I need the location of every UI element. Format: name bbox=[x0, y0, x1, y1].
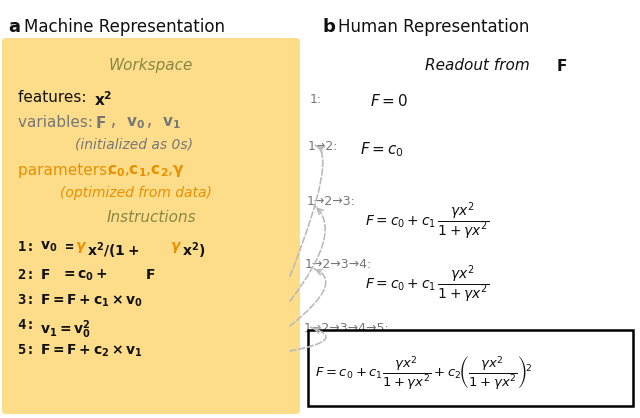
Text: 1:: 1: bbox=[18, 240, 43, 254]
Text: Instructions: Instructions bbox=[106, 210, 196, 225]
Text: Machine Representation: Machine Representation bbox=[24, 18, 225, 36]
Text: variables:: variables: bbox=[18, 115, 98, 130]
Text: 4:: 4: bbox=[18, 318, 43, 332]
Text: $\mathbf{F = F + c_2 \times v_1}$: $\mathbf{F = F + c_2 \times v_1}$ bbox=[40, 343, 143, 359]
Text: $\mathbf{= c_0 +}$: $\mathbf{= c_0 +}$ bbox=[52, 268, 112, 283]
Text: $F = c_0 + c_1\,\dfrac{\gamma x^2}{1+\gamma x^2}$: $F = c_0 + c_1\,\dfrac{\gamma x^2}{1+\ga… bbox=[365, 263, 489, 305]
Text: $\mathbf{F}$: $\mathbf{F}$ bbox=[145, 268, 156, 282]
FancyBboxPatch shape bbox=[2, 38, 300, 414]
Text: $\boldsymbol{\gamma}$: $\boldsymbol{\gamma}$ bbox=[170, 240, 182, 255]
Text: $\mathbf{c_0}$,$\mathbf{c_1}$,$\mathbf{c_2}$,$\mathbf{\gamma}$: $\mathbf{c_0}$,$\mathbf{c_1}$,$\mathbf{c… bbox=[107, 163, 185, 179]
Text: 2:: 2: bbox=[18, 268, 43, 282]
Text: 1→2→3:: 1→2→3: bbox=[307, 195, 356, 208]
Text: b: b bbox=[322, 18, 335, 36]
Text: $F = 0$: $F = 0$ bbox=[370, 93, 408, 109]
Text: , $\mathbf{v_0}$, $\mathbf{v_1}$: , $\mathbf{v_0}$, $\mathbf{v_1}$ bbox=[108, 115, 181, 131]
Text: $\mathbf{F}$: $\mathbf{F}$ bbox=[95, 115, 106, 131]
Text: a: a bbox=[8, 18, 20, 36]
Text: $\mathbf{F}$: $\mathbf{F}$ bbox=[556, 58, 567, 74]
Text: 1→2→3→4:: 1→2→3→4: bbox=[305, 258, 372, 271]
Text: $\mathbf{v_0}$: $\mathbf{v_0}$ bbox=[40, 240, 58, 255]
Text: $\mathbf{x^2}$: $\mathbf{x^2}$ bbox=[94, 90, 113, 109]
Text: Readout from: Readout from bbox=[425, 58, 535, 73]
Text: $\boldsymbol{\gamma}$: $\boldsymbol{\gamma}$ bbox=[75, 240, 87, 255]
Text: $\mathbf{x^2)}$: $\mathbf{x^2)}$ bbox=[182, 240, 205, 260]
Text: 1→2:: 1→2: bbox=[308, 140, 339, 153]
Text: features:: features: bbox=[18, 90, 92, 105]
Text: parameters:: parameters: bbox=[18, 163, 117, 178]
Text: =: = bbox=[57, 240, 82, 254]
Text: 3:: 3: bbox=[18, 293, 43, 307]
Text: 1→2→3→4→5:: 1→2→3→4→5: bbox=[304, 322, 390, 335]
Text: (optimized from data): (optimized from data) bbox=[60, 186, 212, 200]
Text: $\mathbf{v_1 = v_0^2}$: $\mathbf{v_1 = v_0^2}$ bbox=[40, 318, 91, 341]
Text: $F = c_0$: $F = c_0$ bbox=[360, 140, 404, 159]
Text: 5:: 5: bbox=[18, 343, 43, 357]
Text: $F = c_0 + c_1\dfrac{\gamma x^2}{1+\gamma x^2}+c_2\!\left(\dfrac{\gamma x^2}{1+\: $F = c_0 + c_1\dfrac{\gamma x^2}{1+\gamm… bbox=[315, 355, 532, 393]
Text: Human Representation: Human Representation bbox=[338, 18, 529, 36]
Text: $\mathbf{F = F + c_1 \times v_0}$: $\mathbf{F = F + c_1 \times v_0}$ bbox=[40, 293, 143, 309]
Text: (initialized as 0s): (initialized as 0s) bbox=[75, 138, 193, 152]
Text: 1:: 1: bbox=[310, 93, 322, 106]
Text: $F = c_0 + c_1\,\dfrac{\gamma x^2}{1+\gamma x^2}$: $F = c_0 + c_1\,\dfrac{\gamma x^2}{1+\ga… bbox=[365, 200, 489, 242]
Text: $\mathbf{F}$: $\mathbf{F}$ bbox=[40, 268, 51, 282]
Text: Workspace: Workspace bbox=[109, 58, 193, 73]
Text: $\mathbf{x^2/(1 + }$: $\mathbf{x^2/(1 + }$ bbox=[87, 240, 139, 260]
Bar bbox=[308, 330, 633, 406]
